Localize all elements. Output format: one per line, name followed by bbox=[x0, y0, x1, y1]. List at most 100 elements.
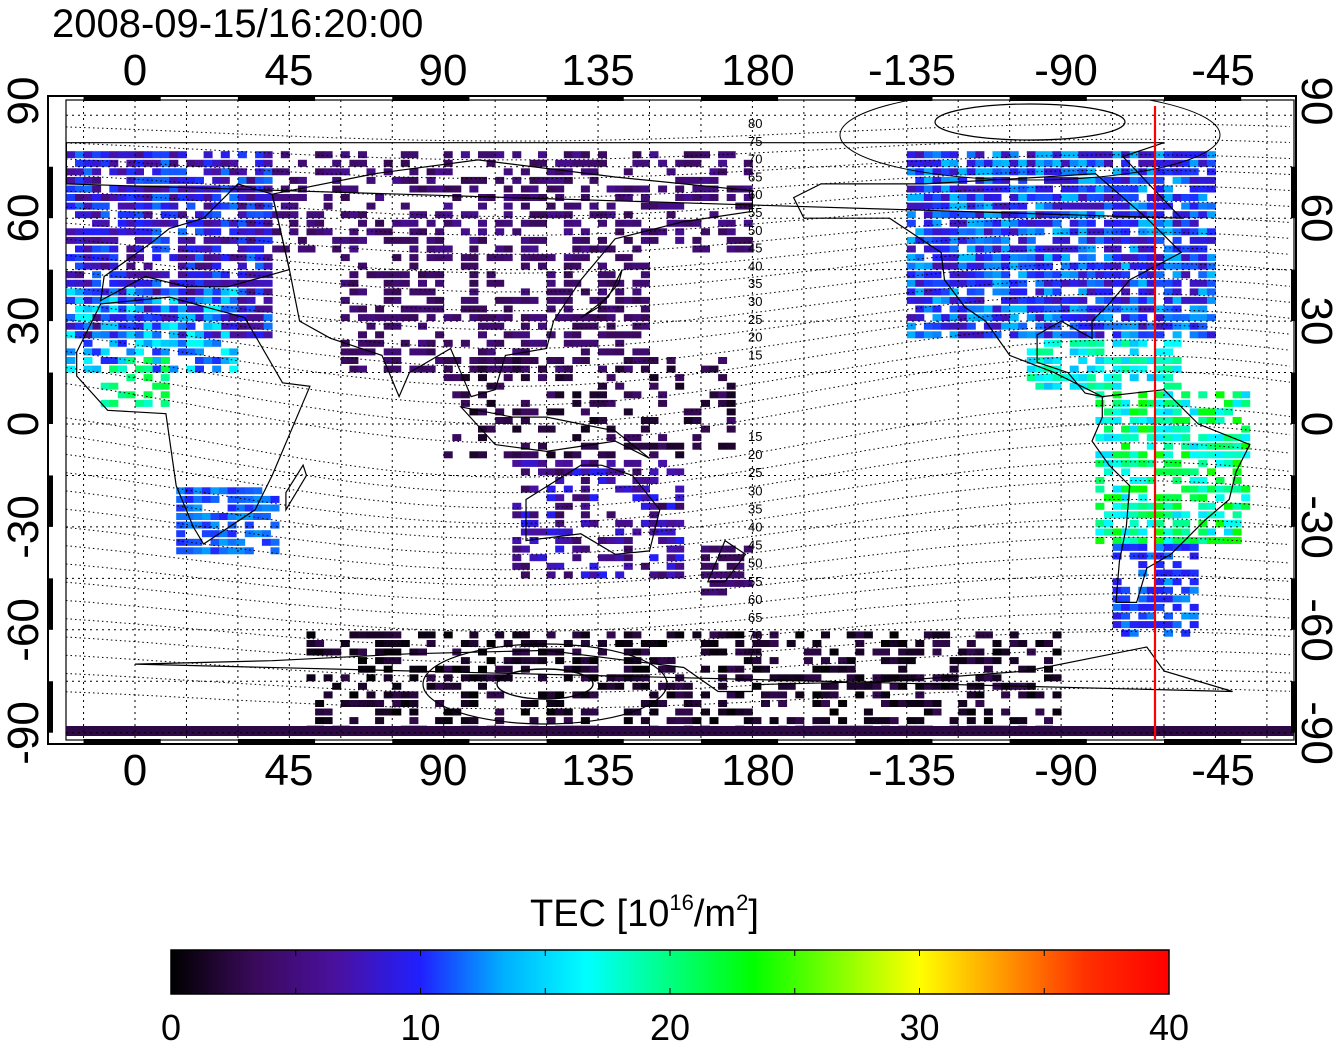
tec-cell bbox=[649, 640, 659, 647]
colorbar-tick-label: 10 bbox=[400, 1007, 440, 1042]
tec-cell bbox=[1206, 451, 1216, 459]
tec-cell bbox=[366, 339, 376, 347]
tec-cell bbox=[1026, 151, 1036, 159]
tec-cell bbox=[1164, 314, 1173, 322]
mag-contour-line bbox=[66, 138, 1291, 161]
tec-cell bbox=[718, 571, 728, 579]
tec-cell bbox=[555, 211, 565, 219]
tec-cell bbox=[589, 519, 599, 527]
tec-cell bbox=[1138, 612, 1148, 620]
tec-cell bbox=[1172, 176, 1182, 184]
tec-cell bbox=[1189, 254, 1199, 262]
tec-cell bbox=[261, 530, 271, 538]
tec-cell bbox=[889, 682, 899, 690]
tec-cell bbox=[1164, 502, 1173, 510]
tec-cell bbox=[1172, 357, 1182, 364]
tec-cell bbox=[649, 554, 659, 562]
tec-cell bbox=[229, 236, 239, 244]
tec-cell bbox=[135, 339, 144, 347]
x-tick-label: 90 bbox=[419, 746, 468, 795]
tec-cell bbox=[443, 339, 453, 347]
tec-cell bbox=[486, 357, 496, 364]
tec-cell bbox=[520, 322, 530, 330]
tec-cell bbox=[443, 717, 453, 725]
tec-cell bbox=[117, 322, 127, 330]
tec-cell bbox=[1189, 159, 1199, 167]
tec-cell bbox=[529, 528, 539, 536]
tec-cell bbox=[649, 468, 659, 476]
tec-cell bbox=[932, 211, 942, 219]
tec-cell bbox=[932, 185, 942, 193]
tec-cell bbox=[160, 348, 170, 356]
tec-cell bbox=[1181, 219, 1191, 227]
tec-cell bbox=[769, 631, 779, 639]
tec-cell bbox=[100, 202, 110, 210]
mag-contour-line bbox=[66, 649, 1291, 679]
tec-cell bbox=[1104, 296, 1113, 304]
tec-cell bbox=[1009, 202, 1019, 210]
tec-cell bbox=[220, 279, 230, 287]
tec-cell bbox=[227, 513, 237, 520]
tec-cell bbox=[743, 717, 753, 725]
tec-cell bbox=[135, 211, 144, 219]
tec-cell bbox=[409, 151, 419, 159]
tec-cell bbox=[735, 562, 745, 570]
tec-cell bbox=[640, 640, 650, 647]
contour-label: 45 bbox=[748, 241, 762, 256]
tec-cell bbox=[1121, 211, 1131, 219]
tec-cell bbox=[1078, 245, 1088, 253]
tec-cell bbox=[615, 640, 625, 647]
tec-cell bbox=[212, 322, 222, 330]
tec-cell bbox=[177, 194, 187, 201]
tec-cell bbox=[666, 219, 676, 227]
tec-cell bbox=[443, 674, 453, 682]
tec-cell bbox=[1198, 296, 1208, 304]
colorbar-title-end: ] bbox=[748, 893, 759, 935]
tec-cell bbox=[1104, 228, 1113, 236]
tec-cell bbox=[1026, 185, 1036, 193]
tec-cell bbox=[227, 504, 237, 512]
tec-cell bbox=[83, 151, 93, 159]
tec-cell bbox=[580, 708, 590, 716]
tec-cell bbox=[126, 168, 136, 176]
tec-cell bbox=[1155, 322, 1165, 330]
tec-cell bbox=[486, 271, 496, 279]
tec-cell bbox=[1086, 236, 1096, 244]
tec-cell bbox=[306, 640, 316, 647]
tec-cell bbox=[495, 357, 505, 364]
tec-cell bbox=[1018, 219, 1028, 227]
tec-cell bbox=[375, 640, 385, 647]
tec-cell bbox=[572, 245, 582, 253]
tec-cell bbox=[169, 194, 179, 201]
tec-cell bbox=[263, 228, 273, 236]
tec-cell bbox=[255, 305, 265, 313]
tec-cell bbox=[812, 717, 822, 725]
tec-cell bbox=[632, 262, 642, 270]
tec-cell bbox=[478, 391, 487, 399]
south-america-coastline bbox=[1091, 389, 1251, 603]
colorbar-title-sup2: 2 bbox=[736, 890, 748, 915]
tec-cell bbox=[949, 168, 959, 176]
tec-cell bbox=[435, 271, 445, 279]
tec-cell bbox=[606, 631, 616, 639]
tec-cell bbox=[83, 176, 93, 184]
tec-cell bbox=[186, 331, 196, 339]
tec-cell bbox=[1044, 219, 1053, 227]
tec-cell bbox=[941, 314, 951, 322]
tec-cell bbox=[135, 159, 144, 167]
contour-label: 35 bbox=[748, 501, 762, 516]
tec-cell bbox=[563, 451, 573, 459]
tec-cell bbox=[229, 228, 239, 236]
tec-cell bbox=[563, 717, 573, 725]
tec-cell bbox=[1035, 708, 1045, 716]
tec-cell bbox=[1164, 279, 1173, 287]
contour-label: 15 bbox=[748, 429, 762, 444]
frame-tick bbox=[546, 96, 624, 101]
tec-cell bbox=[1181, 528, 1191, 536]
tec-cell bbox=[546, 451, 556, 459]
tec-cell bbox=[1198, 537, 1208, 544]
tec-cell bbox=[486, 657, 496, 665]
tec-cell bbox=[486, 399, 496, 407]
tec-cell bbox=[1069, 314, 1079, 322]
tec-cell bbox=[469, 700, 479, 707]
